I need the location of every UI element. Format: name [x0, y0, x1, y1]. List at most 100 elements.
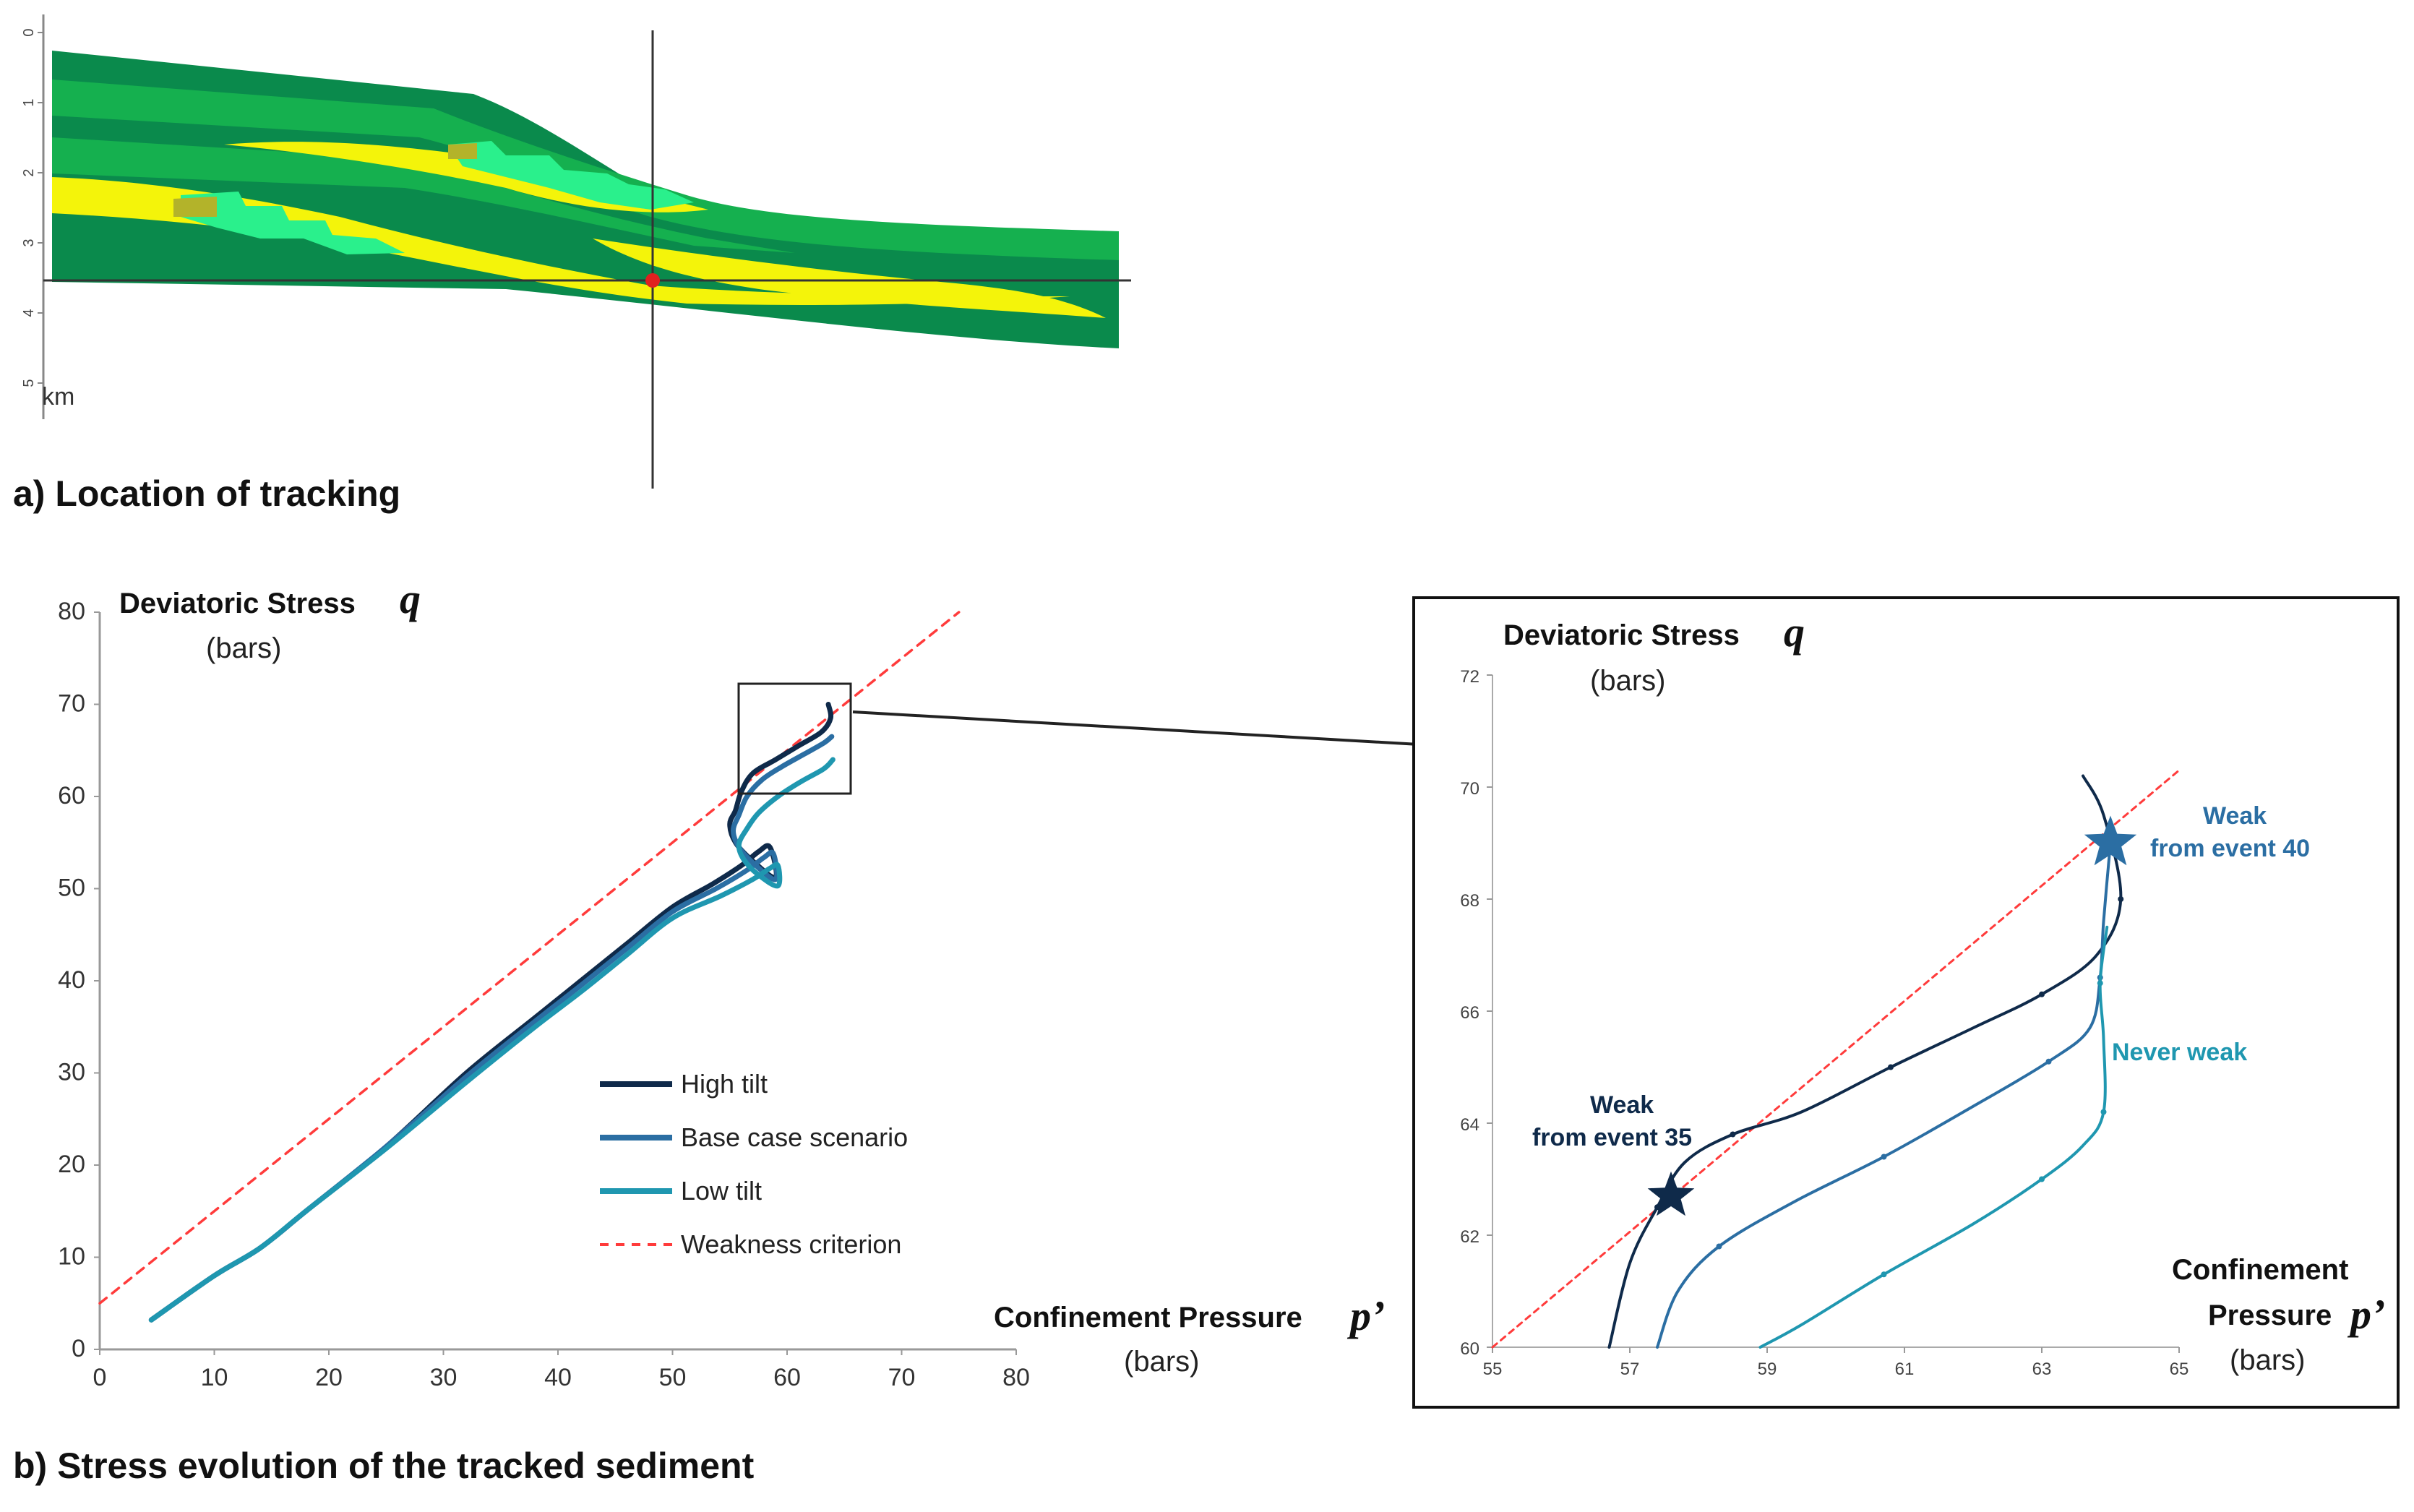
main-y-tick-label: 50 [58, 875, 85, 902]
inset-tick-labels: 55 57 59 61 63 65 60 62 64 66 68 70 72 [1460, 667, 2189, 1379]
stratum-mid-green-1 [52, 80, 1119, 260]
annotation-weak-40-line1: Weak [2203, 802, 2267, 830]
inset-x-tick-label: 65 [2170, 1359, 2189, 1379]
inset-x-tick-label: 55 [1483, 1359, 1503, 1379]
main-x-title: Confinement Pressure [994, 1302, 1302, 1333]
main-y-tick-label: 30 [58, 1059, 85, 1086]
stratum-olive [173, 143, 477, 217]
legend-label-weakness: Weakness criterion [681, 1229, 901, 1259]
legend-label-low-tilt: Low tilt [681, 1176, 762, 1206]
inset-point-low-tilt [2100, 1109, 2107, 1115]
legend-item-base-case: Base case scenario [600, 1122, 908, 1152]
annotation-never-weak: Never weak [2112, 1039, 2247, 1066]
inset-point-low-tilt [2097, 980, 2103, 987]
inset-zoom-chart: 55 57 59 61 63 65 60 62 64 66 68 70 72 Deviatoric St… [1412, 596, 2400, 1409]
weak-event-35-star-icon [1647, 1171, 1695, 1216]
inset-point-low-tilt [1881, 1271, 1887, 1278]
inset-x-title-1: Confinement [2172, 1254, 2348, 1286]
inset-y-title: Deviatoric Stress [1503, 619, 1740, 651]
legend-item-weakness: Weakness criterion [600, 1229, 901, 1259]
main-y-tick-label: 20 [58, 1151, 85, 1178]
main-y-title: Deviatoric Stress [119, 588, 356, 619]
inset-point-high-tilt [2118, 896, 2124, 902]
legend-item-low-tilt: Low tilt [600, 1176, 762, 1206]
depth-tick-label: 0 [21, 28, 37, 36]
main-series-low-tilt [148, 757, 836, 1323]
inset-x-title-2: Pressure [2208, 1300, 2332, 1331]
main-y-tick-label: 80 [58, 598, 85, 625]
main-x-tick-label: 10 [201, 1364, 228, 1391]
main-y-tick-label: 70 [58, 690, 85, 718]
legend-label-high-tilt: High tilt [681, 1069, 768, 1099]
main-y-tick-label: 0 [72, 1335, 85, 1362]
main-y-tick-label: 40 [58, 966, 85, 994]
depth-tick-label: 4 [21, 309, 37, 317]
stratum-cyan-green-left [181, 192, 405, 254]
inset-x-tick-label: 59 [1758, 1359, 1777, 1379]
annotation-weak-35-line1: Weak [1590, 1091, 1654, 1119]
main-x-tick-label: 40 [544, 1364, 572, 1391]
main-tick-labels: 0 10 20 30 40 50 60 70 80 0 10 20 30 40 50 60 70 80 [58, 598, 1030, 1391]
main-stress-chart: 0 10 20 30 40 50 60 70 80 0 10 20 30 40 50 60 70 80 Devia… [13, 575, 1419, 1486]
legend-item-high-tilt: High tilt [600, 1069, 768, 1099]
depth-tick-label: 1 [21, 98, 37, 106]
stratum-mid-green-2 [52, 137, 795, 253]
main-x-tick-label: 50 [659, 1364, 687, 1391]
main-series-high-tilt [148, 702, 834, 1323]
inset-frame [1412, 596, 2400, 1409]
main-x-symbol: p’ [1346, 1292, 1385, 1339]
main-x-tick-label: 0 [93, 1364, 107, 1391]
panel-a-caption: a) Location of tracking [13, 473, 400, 514]
inset-y-tick-label: 68 [1460, 891, 1479, 911]
depth-tick-label: 3 [21, 239, 37, 246]
inset-point-high-tilt [1730, 1131, 1736, 1138]
main-x-unit: (bars) [1124, 1346, 1199, 1378]
inset-point-high-tilt [2039, 991, 2045, 997]
inset-point-base-case-scenario [1881, 1154, 1887, 1160]
inset-series-low-tilt [1758, 925, 2109, 1349]
zoom-connector-line [852, 710, 1419, 746]
inset-y-tick-label: 66 [1460, 1003, 1479, 1023]
main-x-tick-label: 70 [888, 1364, 916, 1391]
depth-unit: km [42, 383, 74, 411]
stratum-yellow-right [593, 239, 1106, 318]
depth-ticks: 0 1 2 3 4 5 [21, 28, 43, 387]
main-series-weakness-criterion [98, 611, 961, 1305]
inset-x-tick-label: 57 [1620, 1359, 1640, 1379]
inset-x-unit: (bars) [2230, 1344, 2305, 1376]
zoom-region-box [737, 682, 852, 795]
inset-y-unit: (bars) [1590, 665, 1665, 697]
main-y-title-text: Deviatoric Stress [119, 588, 356, 619]
inset-series [1491, 769, 2181, 1349]
main-series [98, 611, 961, 1323]
main-x-tick-label: 20 [315, 1364, 343, 1391]
main-y-tick-label: 10 [58, 1243, 85, 1271]
main-x-tick-label: 30 [430, 1364, 458, 1391]
legend-label-base-case: Base case scenario [681, 1122, 908, 1152]
inset-y-tick-label: 62 [1460, 1227, 1479, 1247]
stratum-cyan-green-right [448, 141, 694, 210]
main-x-tick-label: 80 [1002, 1364, 1030, 1391]
inset-point-high-tilt [1888, 1064, 1894, 1070]
inset-series-weakness-criterion [1491, 769, 2181, 1349]
depth-tick-label: 5 [21, 379, 37, 387]
main-y-unit: (bars) [206, 632, 281, 664]
depth-tick-label: 2 [21, 168, 37, 176]
inset-y-symbol: q [1784, 609, 1805, 656]
inset-point-low-tilt [2039, 1176, 2045, 1182]
annotation-weak-35-line2: from event 35 [1532, 1124, 1692, 1151]
inset-point-base-case-scenario [1716, 1243, 1722, 1250]
main-y-symbol: q [400, 575, 421, 622]
annotation-weak-40-line2: from event 40 [2150, 835, 2310, 862]
inset-x-tick-label: 63 [2032, 1359, 2052, 1379]
inset-y-tick-label: 64 [1460, 1115, 1479, 1135]
tracking-point-marker [645, 273, 660, 288]
cross-section-panel: 0 1 2 3 4 5 km a) Location of tracking [13, 14, 1131, 514]
inset-point-base-case-scenario [2045, 1058, 2052, 1065]
weak-event-40-star-icon [2084, 815, 2137, 866]
main-x-tick-label: 60 [773, 1364, 801, 1391]
inset-y-tick-label: 60 [1460, 1339, 1479, 1359]
main-y-tick-label: 60 [58, 782, 85, 809]
inset-y-tick-label: 70 [1460, 779, 1479, 799]
